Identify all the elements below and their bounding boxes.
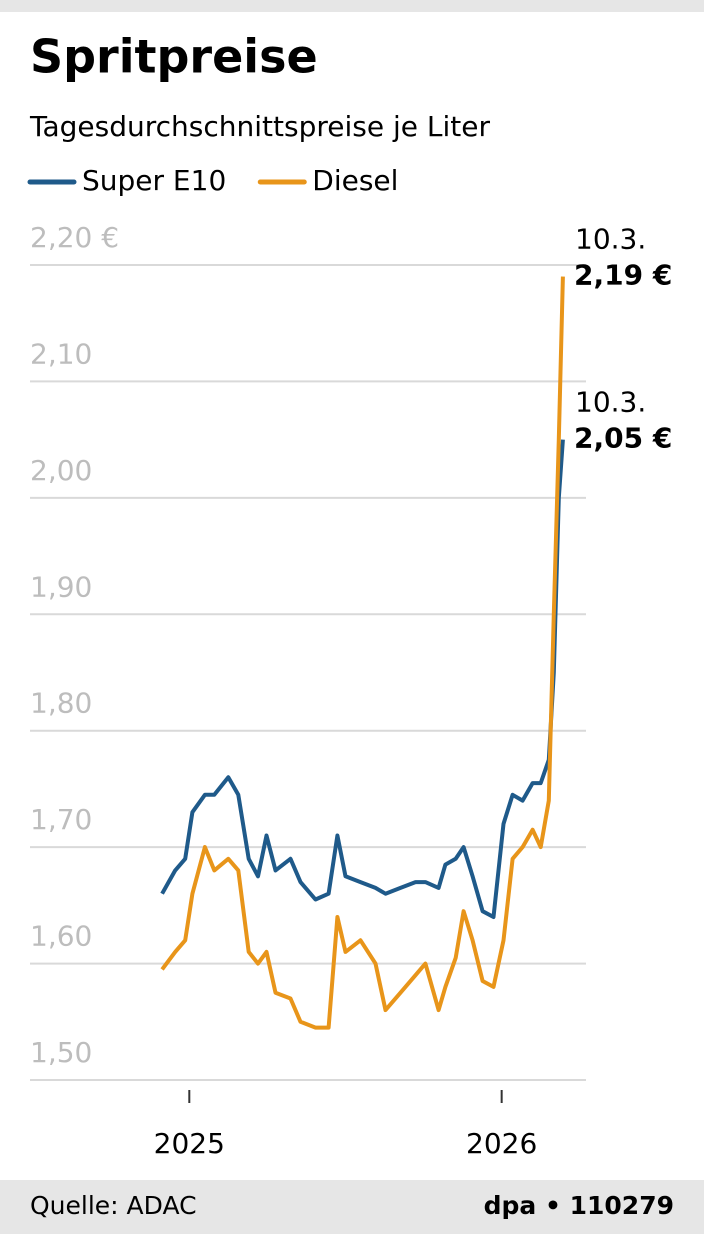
- x-tick-label: 2025: [154, 1127, 225, 1160]
- source: Quelle: ADAC: [30, 1191, 197, 1220]
- legend-label: Super E10: [82, 164, 226, 197]
- end-label: 2,19 €: [574, 259, 672, 292]
- y-tick-label: 1,90: [30, 570, 92, 603]
- y-tick-label: 2,20 €: [30, 221, 119, 254]
- chart-subtitle: Tagesdurchschnittspreise je Liter: [29, 110, 490, 143]
- footer-bar: [0, 1180, 704, 1234]
- chart-title: Spritpreise: [30, 30, 318, 84]
- y-tick-label: 2,10: [30, 337, 92, 370]
- end-date: 10.3.: [575, 386, 646, 419]
- legend-label: Diesel: [312, 164, 398, 197]
- y-tick-label: 1,80: [30, 687, 92, 720]
- y-tick-label: 2,00: [30, 454, 92, 487]
- y-tick-label: 1,70: [30, 803, 92, 836]
- y-tick-label: 1,50: [30, 1036, 92, 1069]
- top-bar: [0, 0, 704, 12]
- end-date: 10.3.: [575, 223, 646, 256]
- end-label: 2,05 €: [574, 422, 672, 455]
- y-tick-label: 1,60: [30, 920, 92, 953]
- x-tick-label: 2026: [466, 1127, 537, 1160]
- credit: dpa • 110279: [484, 1191, 674, 1220]
- series-line: [160, 276, 565, 1030]
- series-line: [160, 439, 565, 919]
